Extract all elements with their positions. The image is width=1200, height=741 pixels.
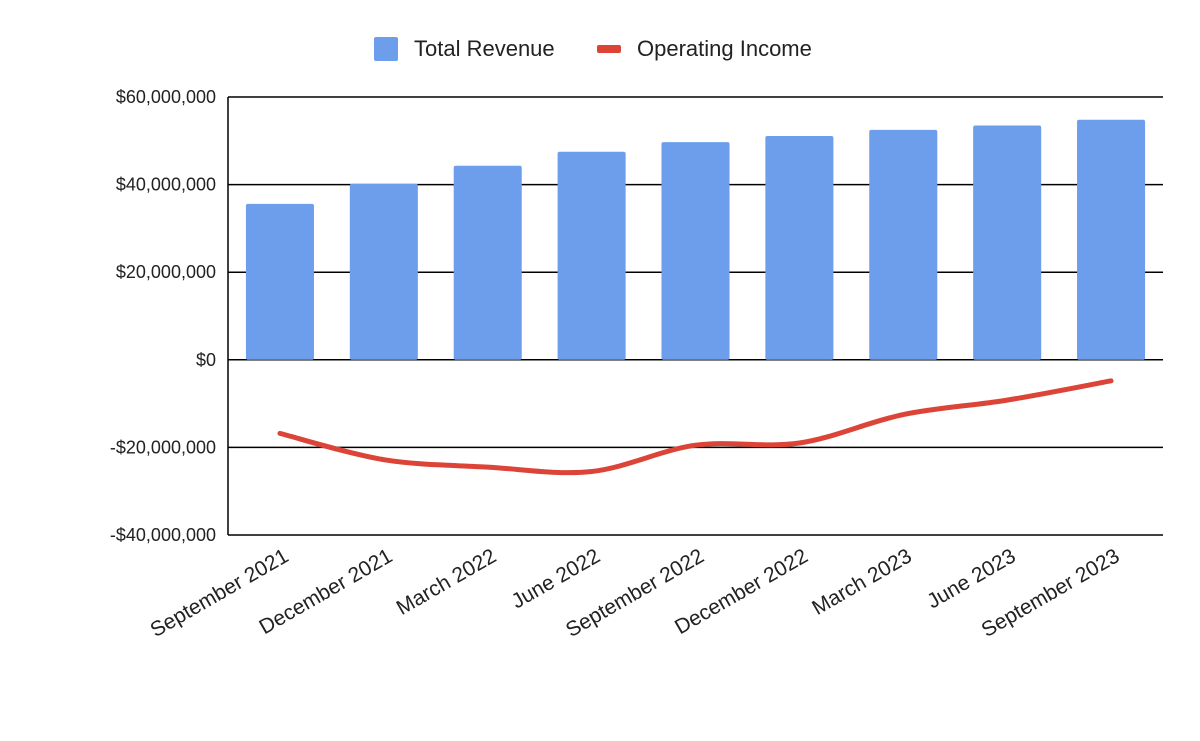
bar-series-total-revenue — [245, 119, 1146, 360]
bar-total-revenue — [1077, 119, 1146, 360]
bar-total-revenue — [453, 165, 522, 360]
y-tick-label: -$40,000,000 — [110, 525, 216, 545]
bar-total-revenue — [661, 142, 730, 360]
legend-swatch-operating-income — [597, 45, 621, 53]
legend-swatch-total-revenue — [374, 37, 398, 61]
legend: Total Revenue Operating Income — [374, 36, 812, 61]
bar-total-revenue — [245, 203, 314, 360]
y-tick-label: $60,000,000 — [116, 87, 216, 107]
bar-total-revenue — [349, 183, 418, 360]
y-axis-tick-labels: $60,000,000 $40,000,000 $20,000,000 $0 -$20,… — [110, 87, 216, 545]
x-tick-label: March 2022 — [393, 544, 501, 619]
y-tick-label: -$20,000,000 — [110, 437, 216, 457]
x-tick-label: June 2023 — [923, 544, 1019, 613]
line-series-operating-income — [277, 378, 1114, 476]
legend-label-total-revenue: Total Revenue — [414, 36, 555, 61]
bar-total-revenue — [765, 135, 834, 360]
x-tick-label: June 2022 — [508, 544, 604, 613]
line-operating-income — [277, 378, 1114, 476]
x-tick-label: March 2023 — [808, 544, 916, 619]
y-tick-label: $0 — [196, 350, 216, 370]
bar-total-revenue — [557, 151, 626, 360]
y-tick-label: $20,000,000 — [116, 262, 216, 282]
bar-total-revenue — [869, 129, 938, 360]
bar-total-revenue — [973, 125, 1042, 360]
legend-label-operating-income: Operating Income — [637, 36, 812, 61]
y-tick-label: $40,000,000 — [116, 175, 216, 195]
